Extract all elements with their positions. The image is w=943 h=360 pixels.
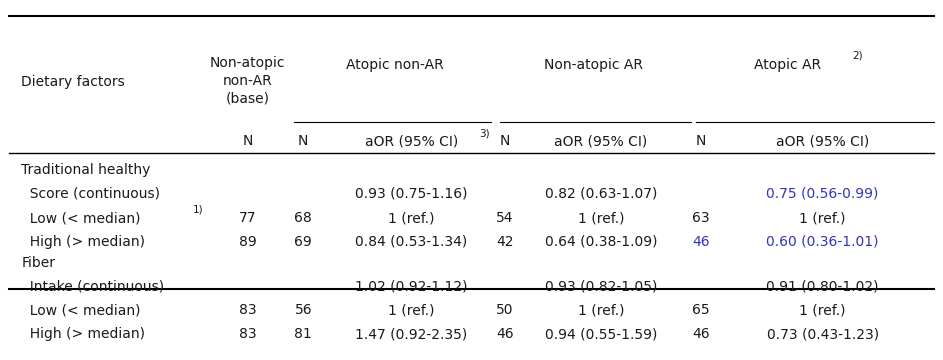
Text: 1.47 (0.92-2.35): 1.47 (0.92-2.35): [356, 327, 468, 341]
Text: 89: 89: [239, 235, 256, 249]
Text: 46: 46: [496, 327, 514, 341]
Text: 63: 63: [692, 211, 709, 225]
Text: Low (< median): Low (< median): [22, 211, 145, 225]
Text: 1 (ref.): 1 (ref.): [578, 303, 624, 318]
Text: 1 (ref.): 1 (ref.): [800, 211, 846, 225]
Text: Non-atopic AR: Non-atopic AR: [544, 58, 643, 72]
Text: 0.82 (0.63-1.07): 0.82 (0.63-1.07): [545, 187, 657, 201]
Text: 68: 68: [294, 211, 312, 225]
Text: Dietary factors: Dietary factors: [22, 75, 125, 89]
Text: 81: 81: [294, 327, 312, 341]
Text: 2): 2): [852, 51, 863, 60]
Text: N: N: [242, 134, 253, 148]
Text: 83: 83: [239, 327, 256, 341]
Text: Score (continuous): Score (continuous): [22, 187, 160, 201]
Text: 46: 46: [692, 235, 709, 249]
Text: 0.93 (0.82-1.05): 0.93 (0.82-1.05): [545, 280, 657, 293]
Text: 0.60 (0.36-1.01): 0.60 (0.36-1.01): [767, 235, 879, 249]
Text: 1 (ref.): 1 (ref.): [389, 211, 435, 225]
Text: 54: 54: [496, 211, 514, 225]
Text: Low (< median): Low (< median): [22, 303, 141, 318]
Text: Atopic AR: Atopic AR: [753, 58, 825, 72]
Text: aOR (95% CI): aOR (95% CI): [776, 134, 869, 148]
Text: 0.93 (0.75-1.16): 0.93 (0.75-1.16): [356, 187, 468, 201]
Text: aOR (95% CI): aOR (95% CI): [554, 134, 648, 148]
Text: 0.75 (0.56-0.99): 0.75 (0.56-0.99): [767, 187, 879, 201]
Text: 0.91 (0.80-1.02): 0.91 (0.80-1.02): [767, 280, 879, 293]
Text: High (> median): High (> median): [22, 327, 145, 341]
Text: 0.64 (0.38-1.09): 0.64 (0.38-1.09): [545, 235, 657, 249]
Text: 1.02 (0.92-1.12): 1.02 (0.92-1.12): [356, 280, 468, 293]
Text: 50: 50: [496, 303, 514, 318]
Text: 77: 77: [240, 211, 256, 225]
Text: Intake (continuous): Intake (continuous): [22, 280, 165, 293]
Text: 42: 42: [496, 235, 514, 249]
Text: 1): 1): [192, 205, 203, 215]
Text: N: N: [298, 134, 308, 148]
Text: 0.94 (0.55-1.59): 0.94 (0.55-1.59): [545, 327, 657, 341]
Text: High (> median): High (> median): [22, 235, 145, 249]
Text: 3): 3): [479, 128, 489, 138]
Text: 69: 69: [294, 235, 312, 249]
Text: N: N: [696, 134, 706, 148]
Text: 1 (ref.): 1 (ref.): [389, 303, 435, 318]
Text: Non-atopic
non-AR
(base): Non-atopic non-AR (base): [210, 56, 286, 106]
Text: 0.84 (0.53-1.34): 0.84 (0.53-1.34): [356, 235, 468, 249]
Text: 65: 65: [692, 303, 709, 318]
Text: 0.73 (0.43-1.23): 0.73 (0.43-1.23): [767, 327, 879, 341]
Text: aOR (95% CI): aOR (95% CI): [365, 134, 458, 148]
Text: N: N: [500, 134, 510, 148]
Text: 83: 83: [239, 303, 256, 318]
Text: 1 (ref.): 1 (ref.): [578, 211, 624, 225]
Text: 46: 46: [692, 327, 709, 341]
Text: 1 (ref.): 1 (ref.): [800, 303, 846, 318]
Text: Atopic non-AR: Atopic non-AR: [346, 58, 443, 72]
Text: Traditional healthy: Traditional healthy: [22, 163, 151, 177]
Text: 56: 56: [294, 303, 312, 318]
Text: Fiber: Fiber: [22, 256, 56, 270]
